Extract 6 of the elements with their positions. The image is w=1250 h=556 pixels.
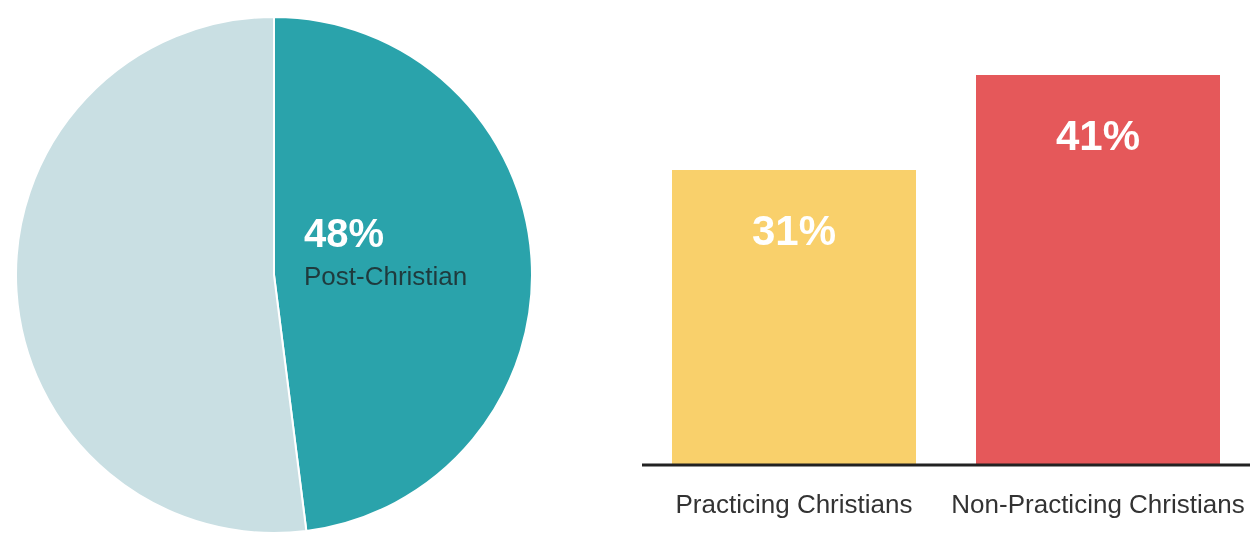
x-tick-label: Practicing Christians (675, 489, 913, 520)
data-label: 48% (304, 211, 385, 255)
data-label: 41% (1055, 112, 1141, 159)
x-tick-label: Non-Practicing Christians (951, 489, 1245, 520)
slice-label: Post-Christian (304, 261, 468, 291)
data-label: 31% (751, 207, 837, 255)
